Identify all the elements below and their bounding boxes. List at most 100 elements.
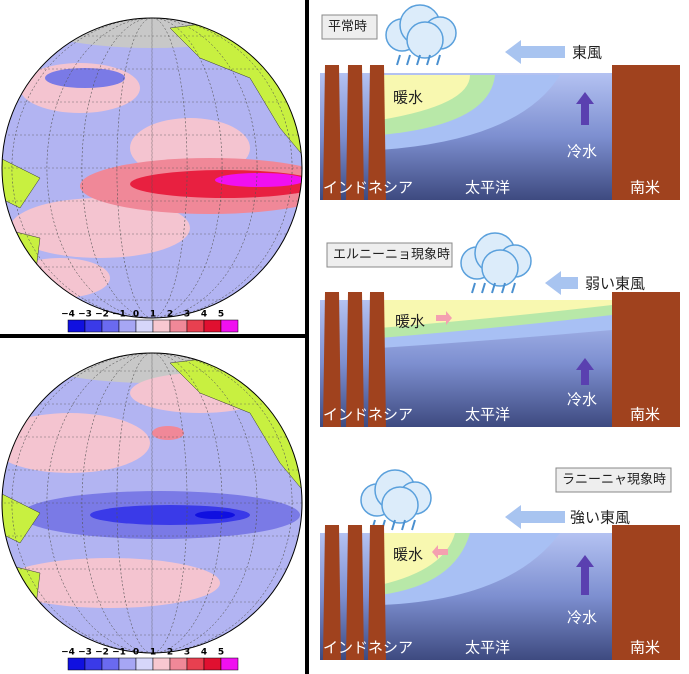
warm-label: 暖水 [395, 313, 425, 331]
wind-arrow [545, 271, 578, 295]
cloud [381, 486, 419, 524]
warm-anomaly [10, 258, 110, 298]
rain [491, 282, 496, 294]
colorbar-cell [101, 657, 120, 671]
wind-arrow [505, 505, 565, 529]
colorbar-tick: 1 [150, 648, 156, 658]
colorbar-cell [67, 319, 86, 333]
ocean-label: 太平洋 [465, 639, 510, 657]
colorbar-tick: 0 [133, 310, 139, 320]
rain [426, 54, 431, 66]
rain [411, 519, 416, 531]
warm-anomaly [10, 198, 190, 258]
indonesia-land [346, 525, 364, 660]
meridian [116, 18, 188, 318]
colorbar-cell [118, 319, 137, 333]
colorbar-tick: −4 [61, 310, 75, 320]
meridian [81, 18, 223, 318]
east-label: 南米 [630, 406, 660, 424]
colorbar-cell [152, 657, 171, 671]
panel-title: ラニーニャ現象時 [562, 473, 666, 488]
cold-label: 冷水 [567, 391, 597, 409]
land [2, 157, 41, 209]
land [2, 492, 41, 544]
colorbar-cell [169, 319, 188, 333]
cold-label: 冷水 [567, 143, 597, 161]
colorbar-tick: −2 [95, 648, 109, 658]
indonesia-land [368, 525, 386, 660]
indonesia-land [323, 525, 341, 660]
south-america [612, 65, 680, 200]
warm-pool [380, 533, 455, 585]
title-box [555, 467, 672, 493]
colorbar-cell [84, 319, 103, 333]
indonesia-land [346, 65, 364, 200]
warm-anomaly [152, 426, 184, 440]
wind-arrow [505, 40, 565, 64]
rain [501, 282, 506, 294]
west-label: インドネシア [323, 406, 413, 424]
indonesia-land [368, 292, 386, 427]
colorbar-cell [186, 319, 205, 333]
cold-arrow [576, 358, 594, 385]
colorbar-cell [101, 319, 120, 333]
meridian [81, 353, 223, 653]
title-box [326, 242, 453, 268]
colorbar-tick: 2 [167, 648, 173, 658]
colorbar-tick: 5 [218, 310, 224, 320]
rain [401, 519, 406, 531]
colorbar-tick: 1 [150, 310, 156, 320]
cold-band [90, 505, 250, 525]
panel-title: 平常時 [328, 20, 367, 35]
colorbar-cell [220, 657, 239, 671]
meridian [11, 18, 293, 318]
meridian [11, 353, 293, 653]
colorbar-cell [135, 657, 154, 671]
panel-title: エルニーニョ現象時 [333, 248, 450, 263]
ocean-label: 太平洋 [465, 179, 510, 197]
west-label: インドネシア [323, 639, 413, 657]
colorbar-tick: 5 [218, 648, 224, 658]
warm-arrow [436, 311, 452, 325]
colorbar-tick: −4 [61, 648, 75, 658]
colorbar-tick: −2 [95, 310, 109, 320]
cold-arrow [576, 92, 594, 125]
warm-label: 暖水 [393, 89, 423, 107]
rain [416, 54, 421, 66]
colorbar-cell [135, 319, 154, 333]
colorbar-cell [67, 657, 86, 671]
colorbar-tick: −3 [78, 310, 92, 320]
indonesia-land [323, 65, 341, 200]
rain [481, 282, 486, 294]
east-label: 南米 [630, 179, 660, 197]
cloud [406, 21, 444, 59]
colorbar-tick: 4 [201, 310, 207, 320]
west-label: インドネシア [323, 179, 413, 197]
ocean-label: 太平洋 [465, 406, 510, 424]
wind-label: 東風 [572, 44, 602, 62]
rain [391, 519, 396, 531]
colorbar-tick: 2 [167, 310, 173, 320]
colorbar-cell [203, 657, 222, 671]
globe [2, 18, 302, 318]
globe-outline [1, 352, 303, 654]
colorbar-cell [186, 657, 205, 671]
colorbar-tick: 3 [184, 648, 190, 658]
indonesia-land [368, 65, 386, 200]
title-box [321, 14, 378, 40]
cold-arrow [576, 555, 594, 595]
south-america [612, 525, 680, 660]
east-label: 南米 [630, 639, 660, 657]
meridian [116, 353, 188, 653]
meridian [46, 353, 258, 653]
colorbar-cell [220, 319, 239, 333]
rain [436, 54, 441, 66]
colorbar-cell [118, 657, 137, 671]
rain [471, 282, 476, 294]
colorbar-tick: 4 [201, 648, 207, 658]
warm-anomaly [2, 413, 150, 473]
warm-arrow [432, 545, 448, 559]
indonesia-land [346, 292, 364, 427]
colorbar-cell [203, 319, 222, 333]
